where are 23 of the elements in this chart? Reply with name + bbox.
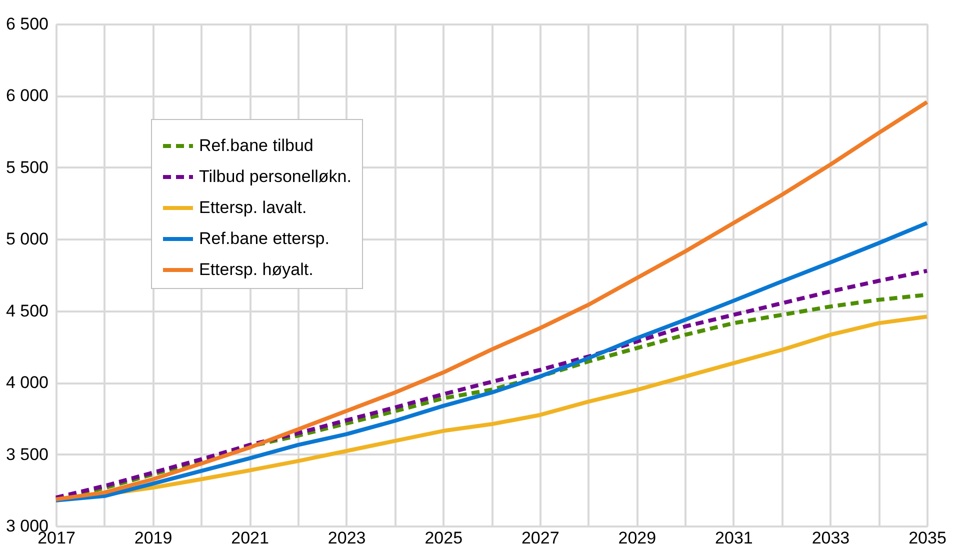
- legend-label: Ettersp. lavalt.: [199, 198, 307, 217]
- legend-label: Tilbud personelløkn.: [199, 167, 352, 186]
- x-tick-label: 2031: [715, 528, 753, 548]
- x-tick-label: 2025: [424, 528, 463, 548]
- y-tick-label: 4 000: [6, 373, 48, 392]
- x-tick-label: 2027: [521, 528, 560, 548]
- y-tick-label: 3 500: [6, 444, 48, 464]
- x-tick-label: 2029: [618, 528, 656, 548]
- x-tick-label: 2019: [134, 528, 172, 548]
- line-series: [54, 100, 929, 502]
- legend-label: Ref.bane ettersp.: [199, 229, 330, 248]
- y-tick-label: 5 500: [6, 158, 48, 177]
- x-tick-label: 2023: [328, 528, 366, 548]
- legend-label: Ref.bane tilbud: [199, 136, 314, 155]
- x-tick-label: 2021: [231, 528, 269, 548]
- x-tick-label: 2035: [908, 528, 946, 548]
- legend-label: Ettersp. høyalt.: [199, 260, 314, 279]
- x-tick-label: 2033: [812, 528, 850, 548]
- y-tick-label: 6 500: [6, 14, 48, 34]
- y-tick-label: 5 000: [6, 230, 48, 249]
- line-series: [54, 221, 929, 502]
- y-tick-label: 4 500: [6, 301, 48, 320]
- y-tick-label: 6 000: [6, 86, 48, 106]
